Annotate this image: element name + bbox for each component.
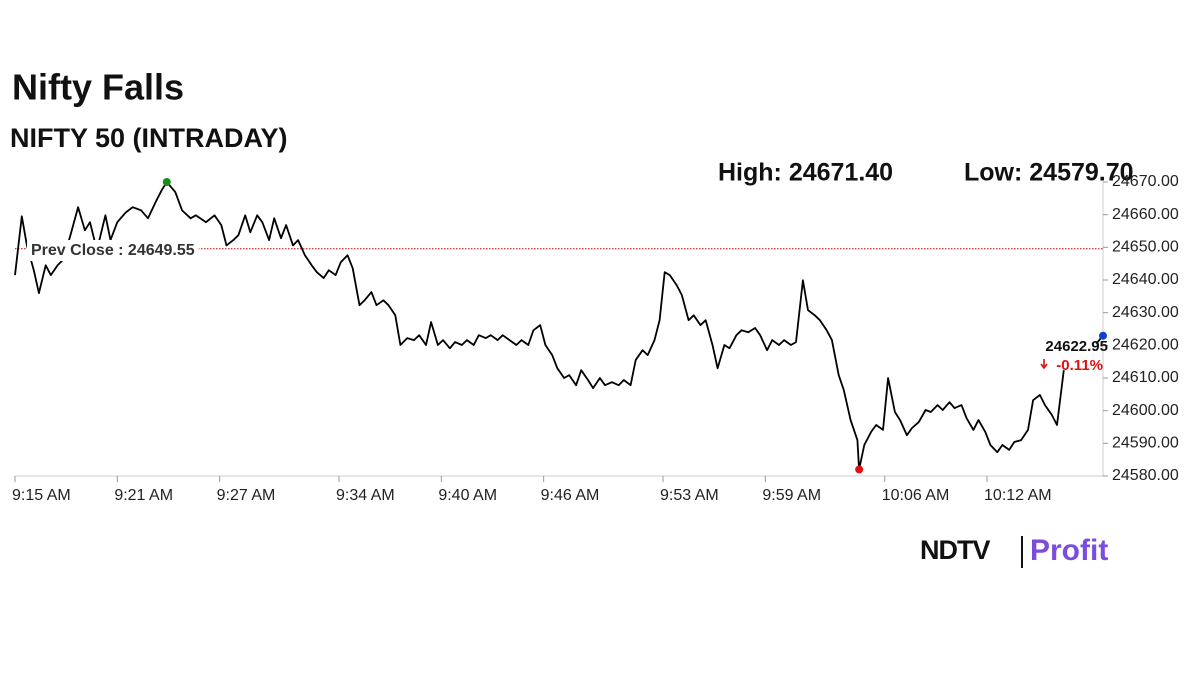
x-tick-label: 9:59 AM [762,487,821,504]
y-tick-label: 24610.00 [1112,369,1179,386]
y-tick-label: 24670.00 [1112,173,1179,190]
y-tick-label: 24600.00 [1112,402,1179,419]
logo-profit: Profit [1030,534,1108,567]
prev-close-label-bg [27,240,199,262]
chart-subtitle: NIFTY 50 (INTRADAY) [10,123,288,153]
y-tick-label: 24620.00 [1112,337,1179,354]
x-tick-label: 9:46 AM [541,487,600,504]
x-tick-label: 9:53 AM [660,487,719,504]
prev-close-label: Prev Close : 24649.55 [31,242,195,259]
logo-ndtv: NDTV [920,535,990,565]
high-label: High: 24671.40 [718,159,893,187]
x-tick-label: 9:40 AM [438,487,497,504]
low-label: Low: 24579.70 [964,159,1134,187]
price-line [14,181,1104,471]
change-arrow [1040,359,1048,370]
y-tick-label: 24640.00 [1112,271,1179,288]
low-dot [855,465,864,474]
x-tick-label: 10:12 AM [984,487,1052,504]
y-tick-label: 24590.00 [1112,435,1179,452]
x-tick-label: 9:21 AM [114,487,173,504]
change-label: -0.11% [1056,357,1103,374]
y-tick-label: 24580.00 [1112,467,1179,484]
x-tick-label: 9:15 AM [12,487,71,504]
logo: NDTV Profit [920,534,1108,568]
y-tick-label: 24660.00 [1112,206,1179,223]
last-value-label: 24622.95 [1045,338,1108,355]
x-tick-label: 10:06 AM [882,487,950,504]
chart-title: Nifty Falls [12,67,184,108]
x-tick-label: 9:34 AM [336,487,395,504]
x-tick-label: 9:27 AM [217,487,276,504]
y-tick-label: 24650.00 [1112,239,1179,256]
y-tick-label: 24630.00 [1112,304,1179,321]
last-dot [1099,331,1107,340]
high-dot [162,178,171,186]
